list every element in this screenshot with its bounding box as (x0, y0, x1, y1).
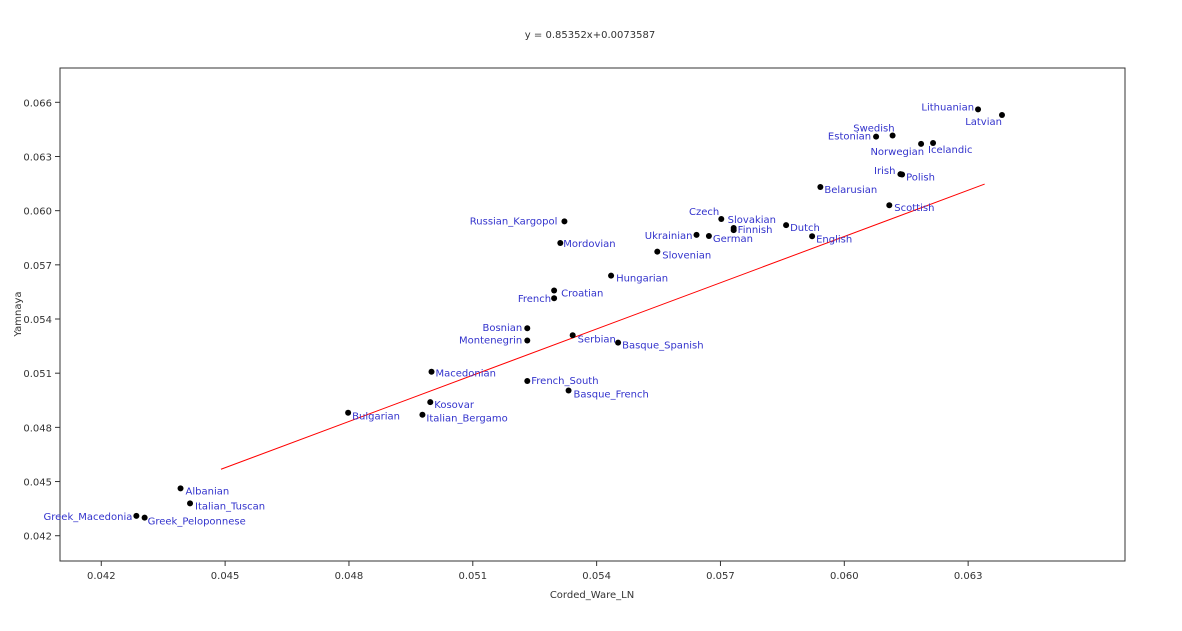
data-point-label: French (518, 294, 551, 305)
x-axis-title: Corded_Ware_LN (550, 590, 634, 601)
data-point-basque-spanish (615, 339, 622, 346)
data-point-label: Basque_Spanish (622, 341, 704, 352)
data-point-label: Belarusian (824, 185, 877, 196)
y-tick-label: 0.066 (23, 98, 52, 109)
data-point-estonian (873, 133, 880, 140)
data-point-macedonian (428, 368, 435, 375)
y-axis-title: Yamnaya (13, 291, 24, 337)
data-point-label: Croatian (561, 288, 603, 299)
data-point-greek-peloponnese (141, 514, 148, 521)
data-point-montenegrin (524, 337, 531, 344)
data-point-label: Lithuanian (921, 102, 974, 113)
data-point-label: Kosovar (434, 400, 475, 411)
regression-line (220, 183, 985, 470)
data-point-label: Slovenian (662, 251, 711, 262)
data-point-label: Russian_Kargopol (470, 216, 558, 227)
x-tick-label: 0.057 (706, 571, 735, 582)
x-tick-label: 0.042 (87, 571, 116, 582)
data-point-greek-macedonia (133, 512, 140, 519)
data-point-czech (718, 215, 725, 222)
data-point-label: Serbian (578, 334, 616, 345)
data-point-label: Dutch (790, 223, 820, 234)
data-point-label: German (713, 234, 753, 245)
data-point-russian-kargopol (561, 218, 568, 225)
data-point-label: Czech (689, 207, 719, 218)
y-tick-label: 0.042 (23, 532, 52, 543)
data-point-italian-tuscan (187, 500, 194, 507)
y-tick-label: 0.060 (23, 207, 52, 218)
data-point-english (809, 233, 816, 240)
y-tick-label: 0.045 (23, 478, 52, 489)
data-point-serbian (569, 332, 576, 339)
data-point-italian-bergamo (419, 411, 426, 418)
data-point-norwegian (918, 140, 925, 147)
y-axis: 0.042 0.045 0.048 0.051 0.054 0.057 0.060 0.063… (23, 98, 60, 543)
data-point-ukrainian (693, 231, 700, 238)
plot-area-frame (59, 67, 1126, 562)
regression-line-group (220, 183, 985, 470)
data-point-kosovar (427, 399, 434, 406)
data-point-bulgarian (345, 409, 352, 416)
data-point-label: English (816, 234, 852, 245)
data-point-latvian (998, 111, 1005, 118)
data-point-label: Norwegian (870, 147, 924, 158)
data-point-label: Icelandic (928, 145, 972, 156)
data-point-label: Hungarian (616, 274, 668, 285)
data-point-label: Latvian (965, 117, 1002, 128)
data-point-label: Mordovian (563, 239, 615, 250)
data-point-label: Greek_Peloponnese (148, 517, 246, 528)
data-point-label: Finnish (738, 225, 773, 236)
data-point-label: Swedish (853, 124, 894, 135)
y-tick-label: 0.051 (23, 369, 52, 380)
x-tick-label: 0.051 (458, 571, 487, 582)
data-point-label: Montenegrin (459, 336, 522, 347)
data-point-german (705, 232, 712, 239)
data-point-label: Polish (906, 173, 935, 184)
data-point-mordovian (557, 239, 564, 246)
x-tick-label: 0.045 (211, 571, 240, 582)
data-point-label: Greek_Macedonia (44, 512, 133, 523)
data-point-albanian (177, 485, 184, 492)
y-tick-label: 0.063 (23, 152, 52, 163)
data-point-french (551, 295, 558, 302)
y-tick-label: 0.057 (23, 261, 52, 272)
data-point-slovenian (654, 248, 661, 255)
data-point-label: French_South (531, 376, 598, 387)
data-point-label: Irish (874, 166, 895, 177)
data-point-label: Estonian (828, 132, 871, 143)
data-point-lithuanian (975, 106, 982, 113)
x-tick-label: 0.054 (582, 571, 611, 582)
data-point-basque-french (565, 387, 572, 394)
data-point-label: Scottish (894, 203, 934, 214)
x-tick-label: 0.063 (954, 571, 983, 582)
y-tick-label: 0.054 (23, 315, 52, 326)
data-point-icelandic (930, 139, 937, 146)
data-point-label: Italian_Bergamo (426, 414, 507, 425)
data-point-label: Bulgarian (352, 412, 400, 423)
data-point-label: Italian_Tuscan (195, 501, 265, 512)
data-point-swedish (889, 132, 896, 139)
data-point-french-south (524, 377, 531, 384)
data-point-label: Basque_French (574, 390, 649, 401)
data-point-label: Albanian (186, 486, 230, 497)
data-point-finnish (730, 227, 737, 234)
data-point-polish (899, 171, 906, 178)
data-point-hungarian (608, 272, 615, 279)
chart-title: y = 0.85352x+0.0073587 (525, 30, 655, 41)
data-point-dutch (783, 222, 790, 229)
data-point-label: Bosnian (482, 323, 522, 334)
x-axis: 0.042 0.045 0.048 0.051 0.054 0.057 0.060 0.063 (87, 561, 983, 582)
data-point-label: Slovakian (728, 215, 776, 226)
data-point-label: Macedonian (436, 369, 496, 380)
y-tick-label: 0.048 (23, 423, 52, 434)
x-tick-label: 0.048 (335, 571, 364, 582)
data-point-bosnian (524, 325, 531, 332)
x-tick-label: 0.060 (830, 571, 859, 582)
data-point-scottish (886, 202, 893, 209)
data-point-croatian (551, 287, 558, 294)
data-point-label: Ukrainian (645, 231, 693, 242)
data-point-belarusian (817, 184, 824, 191)
